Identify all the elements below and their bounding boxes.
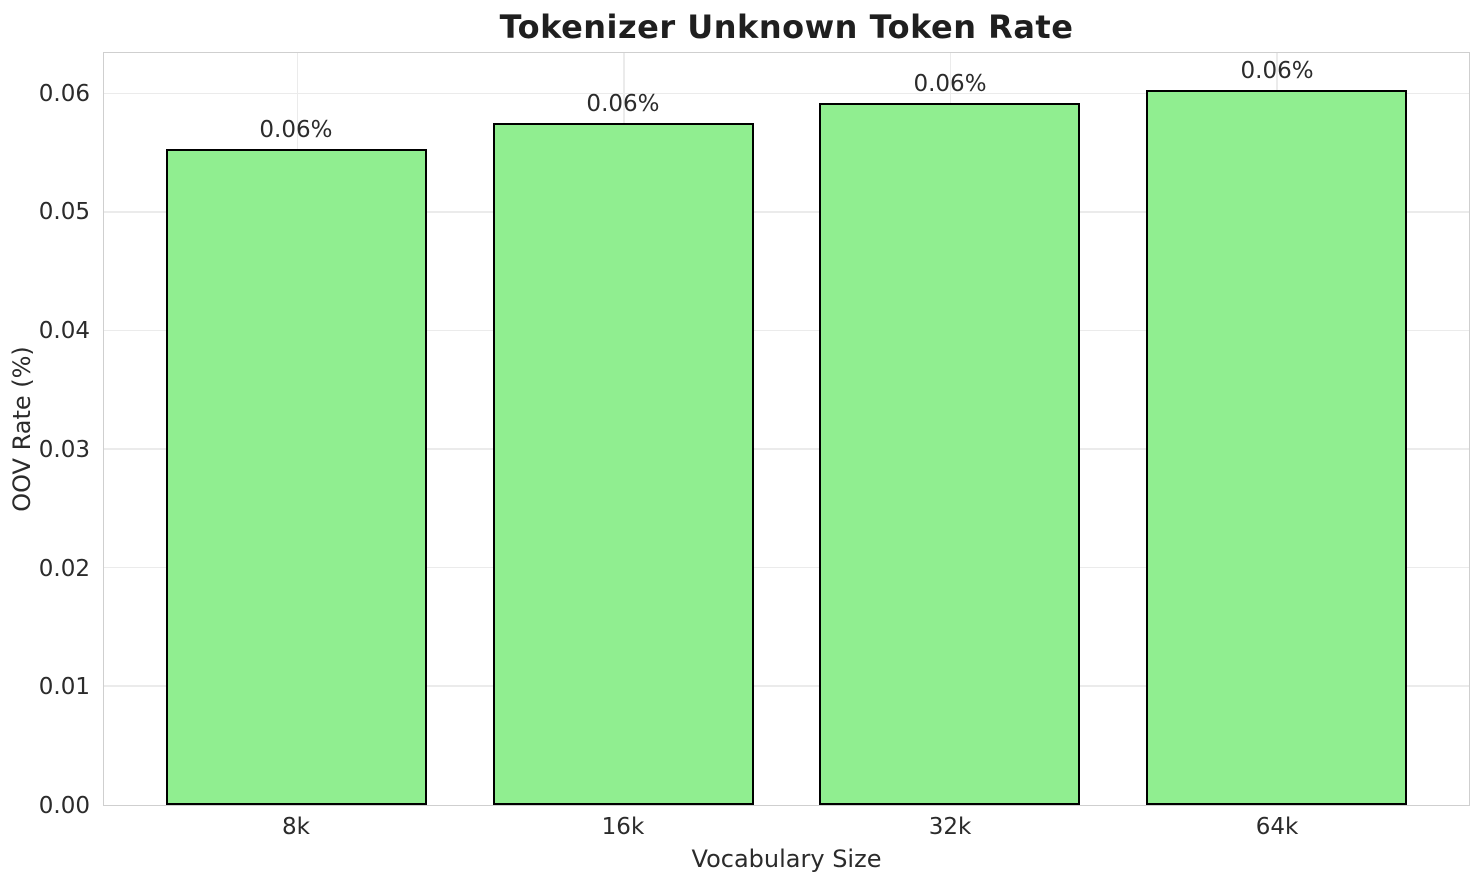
h-gridline [104,329,1469,332]
x-axis-label: Vocabulary Size [691,845,882,873]
x-tick-label-64k: 64k [1255,814,1299,840]
bar-value-label: 0.06% [259,117,333,144]
chart-title: Tokenizer Unknown Token Rate [499,8,1074,46]
h-gridline [104,685,1469,687]
y-axis-label: OOV Rate (%) [8,346,36,512]
y-tick-label: 0.06 [38,80,90,107]
bar-value-label: 0.06% [586,91,660,118]
plot-area [103,52,1470,806]
bar-64k [1145,89,1407,805]
bar-16k [492,122,754,805]
bar-8k [166,148,428,805]
y-tick-label: 0.03 [38,436,90,463]
y-tick-label: 0.01 [38,674,90,701]
y-tick-label: 0.00 [38,793,90,819]
y-tick-label: 0.02 [38,555,90,582]
x-tick-label-32k: 32k [928,814,972,840]
y-tick-label: 0.04 [38,318,90,345]
h-gridline [104,566,1469,569]
bar-value-label: 0.06% [913,70,987,97]
h-gridline [104,211,1469,213]
bar-32k [819,102,1081,805]
x-tick-label-16k: 16k [601,814,645,840]
x-tick-label-8k: 8k [281,814,310,840]
h-gridline [104,448,1469,450]
h-gridline [104,92,1469,95]
bar-value-label: 0.06% [1240,57,1314,84]
y-tick-label: 0.05 [38,199,90,226]
